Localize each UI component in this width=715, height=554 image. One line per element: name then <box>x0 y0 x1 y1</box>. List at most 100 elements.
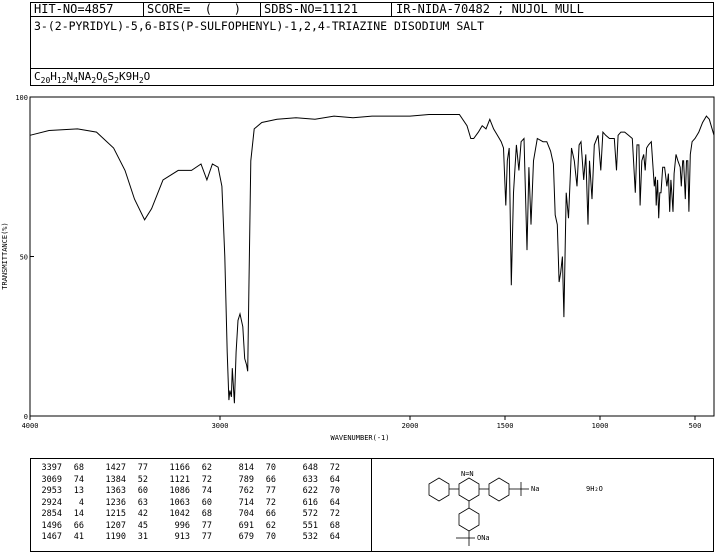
peak-wavenumber: 1427 <box>105 463 126 473</box>
peak-wavenumber: 1363 <box>105 486 126 496</box>
peak-transmittance: 77 <box>201 520 212 531</box>
peak-wavenumber: 679 <box>238 532 254 542</box>
peak-transmittance: 66 <box>265 509 276 519</box>
hydrate-label: 9H₂O <box>586 485 603 493</box>
y-axis-ticks: 0 50 100 <box>15 94 34 421</box>
formula-part: C <box>34 70 41 83</box>
peak-transmittance: 31 <box>137 532 148 542</box>
chemical-structure: N=N Na 9H₂O ONa <box>428 470 603 546</box>
x-axis-ticks: 4000 3000 2000 1500 1000 500 <box>22 416 702 430</box>
peak-wavenumber: 2854 <box>41 509 62 519</box>
formula-part: S <box>107 70 115 83</box>
formula-part: K9H <box>118 70 139 83</box>
peak-table-row: 2924 4 1236 63 1063 60 714 72 616 64 <box>34 498 354 510</box>
peak-transmittance: 70 <box>329 486 340 496</box>
formula-part: O <box>96 70 103 83</box>
peak-wavenumber: 648 <box>302 463 318 473</box>
peak-transmittance: 66 <box>265 474 276 485</box>
x-tick-label: 1000 <box>592 422 609 430</box>
peak-transmittance: 66 <box>73 520 84 531</box>
x-axis-label: WAVENUMBER(-1) <box>330 434 389 442</box>
header-separator-2 <box>260 2 261 17</box>
formula-part: NA <box>77 70 92 83</box>
x-tick-label: 3000 <box>212 422 229 430</box>
triazine-ring <box>458 477 480 502</box>
peak-wavenumber: 762 <box>238 486 254 496</box>
peak-transmittance: 60 <box>137 486 148 496</box>
peak-wavenumber: 3069 <box>41 474 62 485</box>
peak-transmittance: 74 <box>201 486 212 496</box>
peak-wavenumber: 814 <box>238 463 254 473</box>
peak-wavenumber: 1042 <box>169 509 190 519</box>
peak-table-row: 3397 68 1427 77 1166 62 814 70 648 72 <box>34 463 354 475</box>
formula-part: 2 <box>91 76 97 86</box>
peak-transmittance: 77 <box>137 463 148 473</box>
header-separator-1 <box>143 2 144 17</box>
peak-table-row: 2854 14 1215 42 1042 68 704 66 572 72 <box>34 509 354 521</box>
peak-wavenumber: 1190 <box>105 532 126 542</box>
peak-transmittance: 64 <box>329 497 340 508</box>
peak-transmittance: 14 <box>73 509 84 519</box>
plot-frame <box>29 96 715 417</box>
score: SCORE= ( ) <box>147 2 241 16</box>
peak-transmittance: 68 <box>73 463 84 473</box>
hit-number: HIT-NO=4857 <box>34 2 114 16</box>
peak-transmittance: 72 <box>329 509 340 519</box>
x-tick-label: 500 <box>689 422 702 430</box>
y-tick-label: 0 <box>24 413 28 421</box>
peak-wavenumber: 691 <box>238 520 254 531</box>
peak-transmittance: 68 <box>329 520 340 531</box>
phenyl-ring-bottom <box>458 507 480 532</box>
peak-wavenumber: 622 <box>302 486 318 496</box>
peak-wavenumber: 551 <box>302 520 318 531</box>
peak-wavenumber: 714 <box>238 497 254 508</box>
formula-box <box>30 68 714 86</box>
peak-wavenumber: 3397 <box>41 463 62 473</box>
peak-wavenumber: 1166 <box>169 463 190 473</box>
peak-transmittance: 64 <box>329 474 340 485</box>
peak-transmittance: 4 <box>78 497 84 508</box>
peak-table: 3397 68 1427 77 1166 62 814 70 648 72 3069 74 1384 52… <box>34 463 354 544</box>
peak-wavenumber: 1384 <box>105 474 126 485</box>
peak-wavenumber: 1121 <box>169 474 190 485</box>
peak-wavenumber: 2924 <box>41 497 62 508</box>
formula-part: H <box>50 70 57 83</box>
peak-wavenumber: 616 <box>302 497 318 508</box>
formula-part: 2 <box>138 76 144 86</box>
peak-wavenumber: 1496 <box>41 520 62 531</box>
peak-transmittance: 62 <box>201 463 212 473</box>
peak-transmittance: 13 <box>73 486 84 496</box>
x-tick-label: 1500 <box>497 422 514 430</box>
peak-wavenumber: 572 <box>302 509 318 519</box>
peak-table-row: 1496 66 1207 45 996 77 691 62 551 68 <box>34 521 354 533</box>
peak-transmittance: 64 <box>329 532 340 542</box>
peak-transmittance: 52 <box>137 474 148 485</box>
peak-wavenumber: 1236 <box>105 497 126 508</box>
formula-part: O <box>143 70 151 83</box>
peak-transmittance: 60 <box>201 497 212 508</box>
header-separator-3 <box>391 2 392 17</box>
y-tick-label: 100 <box>15 94 28 102</box>
peak-wavenumber: 633 <box>302 474 318 485</box>
peak-transmittance: 42 <box>137 509 148 519</box>
peak-transmittance: 45 <box>137 520 148 531</box>
peak-wavenumber: 789 <box>238 474 254 485</box>
peak-wavenumber: 2953 <box>41 486 62 496</box>
ir-spectrum-chart: 0 50 100 4000 3000 2000 1500 1000 500 WAVENUMBE… <box>1 94 715 442</box>
peak-transmittance: 77 <box>201 532 212 542</box>
triazine-label: N=N <box>461 470 474 478</box>
peak-wavenumber: 1063 <box>169 497 190 508</box>
phenyl-ring-top <box>488 477 510 502</box>
peak-wavenumber: 704 <box>238 509 254 519</box>
formula-part: 20 <box>40 76 51 86</box>
peak-transmittance: 72 <box>265 497 276 508</box>
peak-transmittance: 41 <box>73 532 84 542</box>
peak-table-row: 3069 74 1384 52 1121 72 789 66 633 64 <box>34 475 354 487</box>
peak-wavenumber: 1207 <box>105 520 126 531</box>
y-tick-label: 50 <box>20 254 28 262</box>
sulfonate-top-label: Na <box>531 485 539 493</box>
molecular-formula: C20H12N4NA2O6S2K9H2O <box>34 70 151 86</box>
formula-part: 4 <box>73 76 78 86</box>
spectrum-line <box>29 114 715 404</box>
peak-wavenumber: 1086 <box>169 486 190 496</box>
